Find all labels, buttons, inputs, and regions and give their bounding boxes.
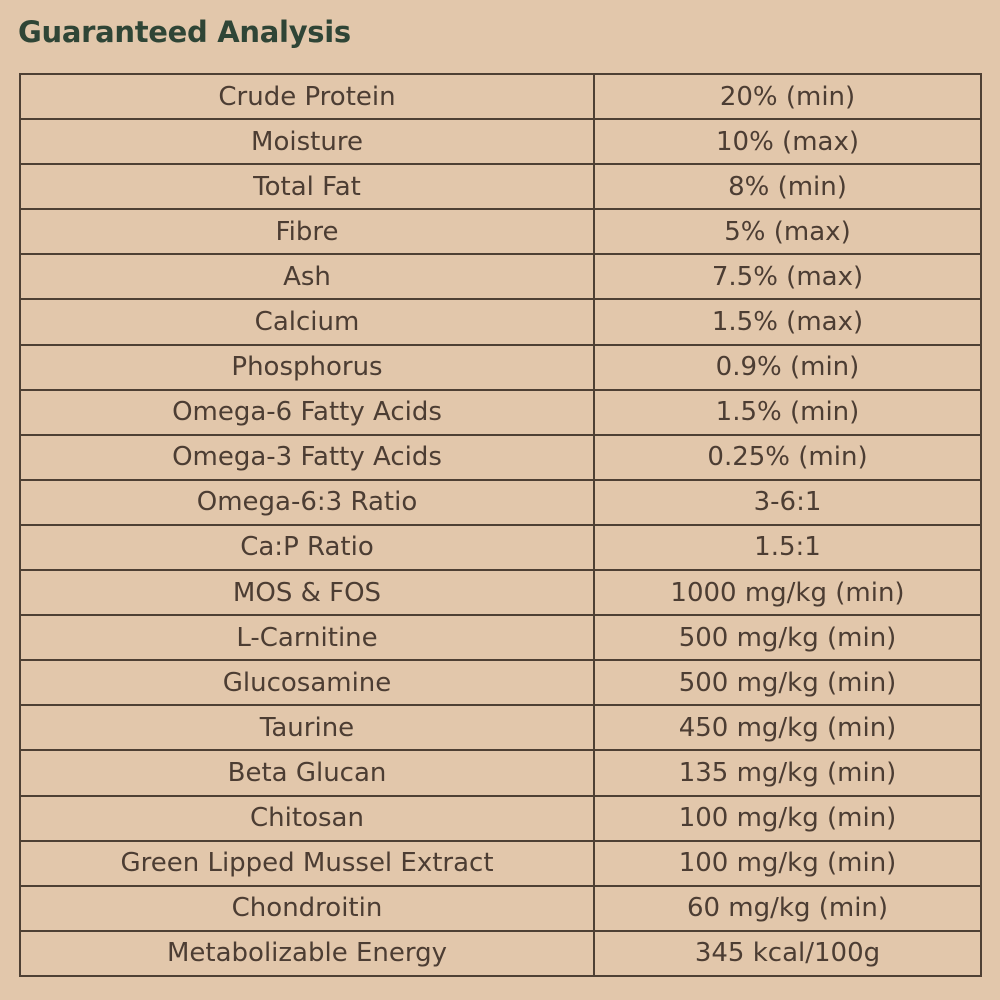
nutrient-cell: Beta Glucan (19, 749, 595, 797)
nutrient-cell: Green Lipped Mussel Extract (19, 839, 595, 887)
value-cell: 100 mg/kg (min) (593, 794, 982, 842)
value-cell: 20% (min) (593, 72, 982, 121)
value-cell: 10% (max) (593, 118, 982, 166)
value-cell: 500 mg/kg (min) (593, 614, 982, 662)
nutrient-cell: Crude Protein (19, 72, 595, 121)
table-row: Total Fat 8% (min) (19, 163, 982, 211)
nutrient-cell: Chitosan (19, 794, 595, 842)
nutrient-cell: Moisture (19, 118, 595, 166)
value-cell: 0.25% (min) (593, 433, 982, 481)
table-row: Crude Protein 20% (min) (19, 72, 982, 121)
value-cell: 1.5% (min) (593, 388, 982, 436)
table-row: Taurine 450 mg/kg (min) (19, 704, 982, 752)
guaranteed-analysis-table: Crude Protein 20% (min) Moisture 10% (ma… (19, 72, 982, 978)
nutrient-cell: Taurine (19, 704, 595, 752)
table-row: Green Lipped Mussel Extract 100 mg/kg (m… (19, 839, 982, 887)
value-cell: 1000 mg/kg (min) (593, 569, 982, 617)
value-cell: 3-6:1 (593, 478, 982, 526)
table-row: Fibre 5% (max) (19, 208, 982, 256)
value-cell: 450 mg/kg (min) (593, 704, 982, 752)
table-row: Ca:P Ratio 1.5:1 (19, 523, 982, 572)
nutrient-cell: Ca:P Ratio (19, 523, 595, 572)
value-cell: 1.5% (max) (593, 298, 982, 346)
table-row: Beta Glucan 135 mg/kg (min) (19, 749, 982, 797)
value-cell: 5% (max) (593, 208, 982, 256)
nutrient-cell: Omega-6 Fatty Acids (19, 388, 595, 436)
table-row: L-Carnitine 500 mg/kg (min) (19, 614, 982, 662)
table-row: Calcium 1.5% (max) (19, 298, 982, 346)
table-row: Phosphorus 0.9% (min) (19, 343, 982, 391)
nutrient-cell: L-Carnitine (19, 614, 595, 662)
value-cell: 500 mg/kg (min) (593, 659, 982, 707)
value-cell: 135 mg/kg (min) (593, 749, 982, 797)
nutrient-cell: Calcium (19, 298, 595, 346)
value-cell: 60 mg/kg (min) (593, 884, 982, 932)
value-cell: 100 mg/kg (min) (593, 839, 982, 887)
table-row: Chondroitin 60 mg/kg (min) (19, 884, 982, 932)
value-cell: 1.5:1 (593, 523, 982, 572)
nutrient-cell: Omega-3 Fatty Acids (19, 433, 595, 481)
nutrient-cell: Metabolizable Energy (19, 929, 595, 978)
page-title: Guaranteed Analysis (18, 15, 351, 49)
nutrient-cell: Phosphorus (19, 343, 595, 391)
table-row: Omega-6:3 Ratio 3-6:1 (19, 478, 982, 526)
table-row: Moisture 10% (max) (19, 118, 982, 166)
nutrient-cell: Chondroitin (19, 884, 595, 932)
nutrient-cell: Ash (19, 253, 595, 301)
table-row: Omega-6 Fatty Acids 1.5% (min) (19, 388, 982, 436)
value-cell: 0.9% (min) (593, 343, 982, 391)
table-row: Chitosan 100 mg/kg (min) (19, 794, 982, 842)
table-row: Ash 7.5% (max) (19, 253, 982, 301)
value-cell: 345 kcal/100g (593, 929, 982, 978)
table-row: MOS & FOS 1000 mg/kg (min) (19, 569, 982, 617)
table-row: Omega-3 Fatty Acids 0.25% (min) (19, 433, 982, 481)
nutrient-cell: Glucosamine (19, 659, 595, 707)
table-row: Glucosamine 500 mg/kg (min) (19, 659, 982, 707)
table-row: Metabolizable Energy 345 kcal/100g (19, 929, 982, 978)
nutrient-cell: Omega-6:3 Ratio (19, 478, 595, 526)
nutrient-cell: MOS & FOS (19, 569, 595, 617)
value-cell: 7.5% (max) (593, 253, 982, 301)
nutrient-cell: Fibre (19, 208, 595, 256)
value-cell: 8% (min) (593, 163, 982, 211)
nutrient-cell: Total Fat (19, 163, 595, 211)
